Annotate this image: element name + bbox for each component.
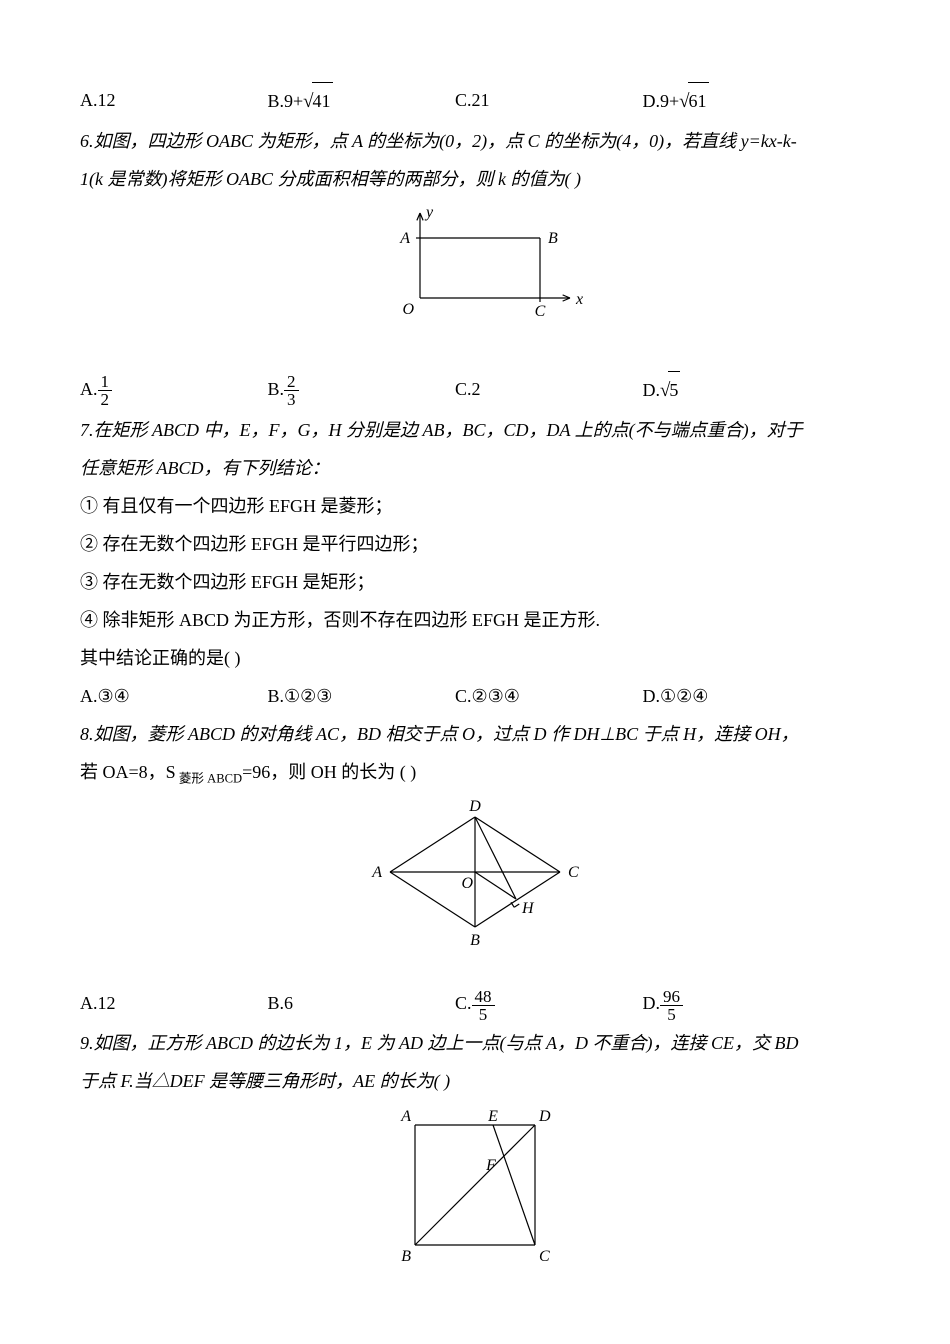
- svg-text:D: D: [468, 798, 481, 815]
- q5-opt-b-rad: 41: [312, 82, 333, 119]
- q8-opt-d-prefix: D.: [643, 993, 661, 1013]
- q6-line2: 1(k 是常数)将矩形 OABC 分成面积相等的两部分，则 k 的值为( ): [80, 161, 870, 197]
- q6-opt-a-num: 1: [98, 373, 113, 391]
- q9-figure-wrap: A D B C E F: [80, 1105, 870, 1297]
- q6-line2-text: 1(k 是常数)将矩形 OABC 分成面积相等的两部分，则 k 的值为( ): [80, 169, 581, 189]
- svg-text:x: x: [575, 291, 583, 308]
- svg-text:E: E: [487, 1108, 498, 1125]
- svg-text:O: O: [402, 301, 414, 318]
- q5-options-row: A.12 B.9+ 41 C.21 D.9+ 61: [80, 82, 870, 121]
- svg-text:C: C: [568, 864, 579, 881]
- q7-opt-d: D.①②④: [643, 678, 831, 714]
- q8-opt-d-num: 96: [660, 988, 683, 1006]
- svg-text:C: C: [539, 1248, 550, 1265]
- q7-i4: ④ 除非矩形 ABCD 为正方形，否则不存在四边形 EFGH 是正方形.: [80, 602, 870, 638]
- q5-opt-d-prefix: D.9+: [643, 91, 680, 111]
- q8-stem2-post: =96，则 OH 的长为 ( ): [242, 762, 416, 782]
- q6-opt-b: B.23: [268, 371, 456, 410]
- q8-opt-c: C.485: [455, 985, 643, 1022]
- q8-opt-d-frac: 965: [660, 988, 683, 1023]
- q5-opt-b-prefix: B.9+: [268, 91, 304, 111]
- q6-opt-a-frac: 12: [98, 373, 113, 408]
- svg-text:y: y: [424, 204, 434, 221]
- q6-opt-c: C.2: [455, 371, 643, 410]
- q6-opt-a: A.12: [80, 371, 268, 410]
- q7-stem2-text: 任意矩形 ABCD，有下列结论：: [80, 458, 330, 478]
- q6-opt-d-rad: 5: [668, 371, 680, 408]
- svg-text:C: C: [535, 303, 546, 320]
- q5-opt-d-sqrt: 61: [679, 82, 708, 121]
- q6-line1-text: 6.如图，四边形 OABC 为矩形，点 A 的坐标为(0，2)，点 C 的坐标为…: [80, 131, 797, 151]
- q8-opt-d-den: 5: [660, 1006, 683, 1023]
- q5-opt-d-rad: 61: [688, 82, 709, 119]
- q8-opt-d: D.965: [643, 985, 831, 1022]
- q6-opt-b-num: 2: [284, 373, 299, 391]
- q8-options-row: A.12 B.6 C.485 D.965: [80, 985, 870, 1022]
- svg-text:O: O: [461, 875, 473, 892]
- q6-options-row: A.12 B.23 C.2 D.5: [80, 371, 870, 410]
- q5-opt-c: C.21: [455, 82, 643, 121]
- svg-text:D: D: [538, 1108, 551, 1125]
- q8-opt-c-frac: 485: [472, 988, 495, 1023]
- q7-opt-b: B.①②③: [268, 678, 456, 714]
- q6-opt-d-prefix: D.: [643, 380, 661, 400]
- q6-figure-wrap: y x A B O C: [80, 203, 870, 365]
- q7-opt-a: A.③④: [80, 678, 268, 714]
- q5-opt-b: B.9+ 41: [268, 82, 456, 121]
- q7-ask: 其中结论正确的是( ): [80, 640, 870, 676]
- q6-line1: 6.如图，四边形 OABC 为矩形，点 A 的坐标为(0，2)，点 C 的坐标为…: [80, 123, 870, 159]
- svg-text:A: A: [399, 230, 410, 247]
- q6-opt-a-den: 2: [98, 391, 113, 408]
- q8-stem2-sub: 菱形 ABCD: [176, 771, 242, 785]
- q5-opt-a: A.12: [80, 82, 268, 121]
- q7-i2: ② 存在无数个四边形 EFGH 是平行四边形；: [80, 526, 870, 562]
- q9-stem1-text: 9.如图，正方形 ABCD 的边长为 1，E 为 AD 边上一点(与点 A，D …: [80, 1033, 798, 1053]
- q7-options-row: A.③④ B.①②③ C.②③④ D.①②④: [80, 678, 870, 714]
- q6-figure: y x A B O C: [360, 203, 590, 353]
- q8-opt-a: A.12: [80, 985, 268, 1022]
- q8-stem1: 8.如图，菱形 ABCD 的对角线 AC，BD 相交于点 O，过点 D 作 DH…: [80, 716, 870, 752]
- q9-stem2: 于点 F.当△DEF 是等腰三角形时，AE 的长为( ): [80, 1063, 870, 1099]
- q8-opt-b: B.6: [268, 985, 456, 1022]
- q5-opt-d: D.9+ 61: [643, 82, 831, 121]
- svg-text:B: B: [401, 1248, 411, 1265]
- q6-opt-b-prefix: B.: [268, 379, 285, 399]
- q8-opt-c-prefix: C.: [455, 993, 472, 1013]
- q8-stem1-text: 8.如图，菱形 ABCD 的对角线 AC，BD 相交于点 O，过点 D 作 DH…: [80, 724, 799, 744]
- svg-text:A: A: [371, 864, 382, 881]
- q6-opt-b-den: 3: [284, 391, 299, 408]
- q6-opt-d-sqrt: 5: [660, 371, 680, 410]
- svg-text:B: B: [548, 230, 558, 247]
- q8-figure-wrap: A C D B O H: [80, 797, 870, 979]
- svg-text:A: A: [400, 1108, 411, 1125]
- q8-opt-c-den: 5: [472, 1006, 495, 1023]
- q8-stem2-pre: 若 OA=8，S: [80, 762, 176, 782]
- q8-opt-c-num: 48: [472, 988, 495, 1006]
- q9-figure: A D B C E F: [375, 1105, 575, 1285]
- q7-i3: ③ 存在无数个四边形 EFGH 是矩形；: [80, 564, 870, 600]
- q7-stem1-text: 7.在矩形 ABCD 中，E，F，G，H 分别是边 AB，BC，CD，DA 上的…: [80, 420, 803, 440]
- q7-opt-c: C.②③④: [455, 678, 643, 714]
- q9-stem2-text: 于点 F.当△DEF 是等腰三角形时，AE 的长为( ): [80, 1071, 450, 1091]
- svg-text:B: B: [470, 932, 480, 949]
- q6-opt-b-frac: 23: [284, 373, 299, 408]
- q7-i1: ① 有且仅有一个四边形 EFGH 是菱形；: [80, 488, 870, 524]
- q6-opt-a-prefix: A.: [80, 379, 98, 399]
- q7-stem1: 7.在矩形 ABCD 中，E，F，G，H 分别是边 AB，BC，CD，DA 上的…: [80, 412, 870, 448]
- q8-stem2: 若 OA=8，S 菱形 ABCD=96，则 OH 的长为 ( ): [80, 754, 870, 792]
- q9-stem1: 9.如图，正方形 ABCD 的边长为 1，E 为 AD 边上一点(与点 A，D …: [80, 1025, 870, 1061]
- svg-text:F: F: [485, 1157, 496, 1174]
- q6-opt-d: D. 5: [643, 371, 831, 410]
- q5-opt-b-sqrt: 41: [303, 82, 332, 121]
- q7-stem2: 任意矩形 ABCD，有下列结论：: [80, 450, 870, 486]
- q8-figure: A C D B O H: [350, 797, 600, 967]
- svg-text:H: H: [521, 900, 535, 917]
